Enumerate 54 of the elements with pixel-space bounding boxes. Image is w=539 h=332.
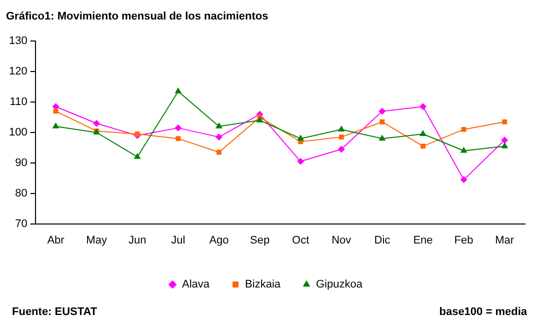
x-tick-label: Dic xyxy=(374,234,391,246)
point xyxy=(174,87,182,94)
point xyxy=(215,134,222,141)
point xyxy=(52,122,60,128)
legend-label: Gipuzkoa xyxy=(316,278,364,291)
x-tick-label: May xyxy=(86,234,108,246)
y-tick-label: 80 xyxy=(15,187,28,200)
y-tick-label: 120 xyxy=(8,66,28,78)
chart-title: Gráfico1: Movimiento mensual de los nacimientos xyxy=(6,10,268,23)
x-tick-label: Abr xyxy=(47,234,65,246)
x-tick-label: Jun xyxy=(128,234,146,246)
point xyxy=(216,122,222,128)
point xyxy=(420,144,426,149)
point xyxy=(338,125,345,132)
point xyxy=(297,158,304,165)
point xyxy=(134,132,140,136)
point xyxy=(338,134,344,140)
point xyxy=(460,176,468,184)
point xyxy=(419,103,426,110)
y-tick-label: 100 xyxy=(8,126,28,139)
point xyxy=(378,108,386,115)
y-tick-label: 110 xyxy=(10,96,28,108)
point xyxy=(216,150,222,155)
point xyxy=(176,136,181,142)
x-tick-label: Ene xyxy=(413,234,433,246)
x-tick-label: Ago xyxy=(209,234,229,246)
point xyxy=(380,119,385,124)
text: base100 = media xyxy=(439,306,527,318)
source-note: Fuente: EUSTAT xyxy=(12,306,98,318)
point xyxy=(338,146,345,153)
point xyxy=(461,126,466,132)
point xyxy=(174,124,182,132)
x-tick-label: Mar xyxy=(495,234,514,246)
point xyxy=(501,136,508,144)
point xyxy=(420,130,426,136)
point xyxy=(378,134,386,141)
point xyxy=(502,119,508,124)
x-tick-label: Nov xyxy=(332,234,352,246)
legend-label: Bizkaia xyxy=(245,278,282,291)
x-tick-label: Feb xyxy=(454,234,474,246)
x-tick-label: Jul xyxy=(171,234,186,246)
point xyxy=(256,116,264,122)
point xyxy=(53,108,58,114)
y-tick-label: 70 xyxy=(15,218,28,230)
legend-label: Alava xyxy=(182,278,210,291)
point xyxy=(93,120,100,127)
y-tick-label: 130 xyxy=(8,35,28,48)
point xyxy=(297,134,304,141)
point xyxy=(460,146,468,153)
point xyxy=(501,142,508,148)
point xyxy=(134,152,141,159)
x-tick-label: Sep xyxy=(250,234,270,246)
y-tick-label: 90 xyxy=(15,156,28,169)
x-tick-label: Oct xyxy=(292,234,310,246)
